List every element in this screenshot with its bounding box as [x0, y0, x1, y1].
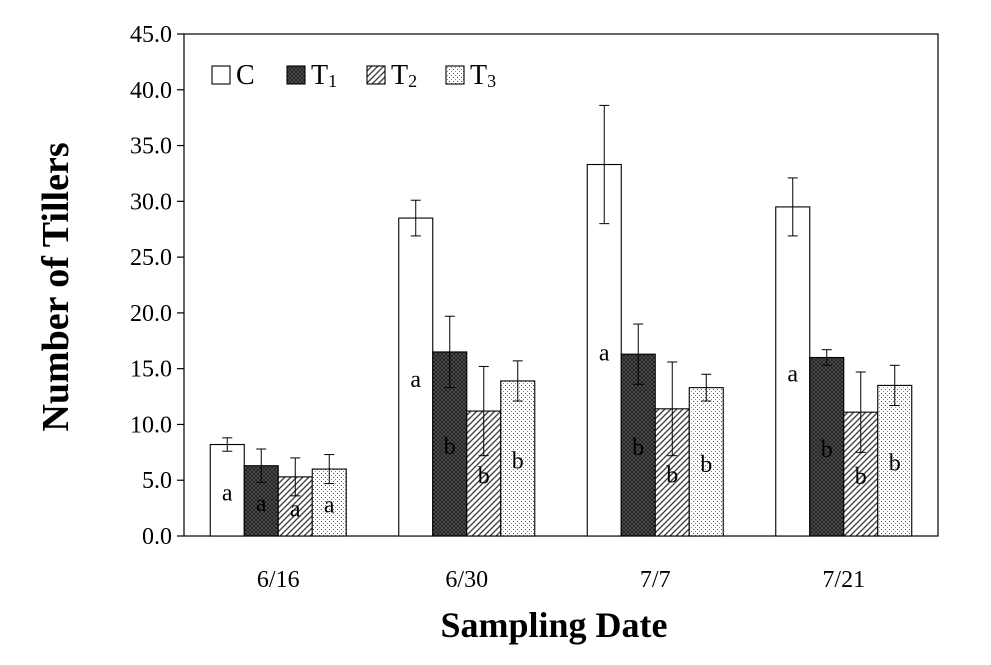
x-tick-label: 7/7: [640, 567, 671, 593]
y-tick-label: 15.0: [130, 357, 172, 383]
significance-label: b: [855, 464, 867, 490]
y-tick-label: 5.0: [142, 468, 172, 494]
legend-label-text: T: [311, 60, 328, 91]
y-axis-title: Number of Tillers: [35, 142, 77, 431]
bar: [398, 217, 434, 537]
y-tick-label: 10.0: [130, 412, 172, 438]
significance-label: b: [632, 435, 644, 461]
significance-label: b: [478, 464, 490, 490]
legend-swatch: [445, 65, 465, 85]
significance-label: b: [700, 452, 712, 478]
legend-label-text: C: [236, 60, 255, 91]
legend-swatch: [366, 65, 386, 85]
significance-label: a: [222, 480, 233, 506]
legend-label: C: [236, 60, 255, 91]
bar: [311, 468, 347, 537]
significance-label: a: [410, 367, 421, 393]
legend-label-subscript: 2: [408, 71, 417, 91]
bar: [209, 443, 245, 537]
legend: C T1 T2 T3: [211, 60, 496, 91]
legend-label: T2: [391, 60, 417, 91]
legend-swatch: [286, 65, 306, 85]
legend-label: T1: [311, 60, 337, 91]
legend-label-subscript: 1: [328, 71, 337, 91]
significance-label: a: [256, 491, 267, 517]
legend-label-text: T: [470, 60, 487, 91]
legend-swatch: [211, 65, 231, 85]
x-tick-label: 6/16: [257, 567, 300, 593]
y-axis: 0.0 5.0 10.0 15.0 20.0 25.0 30.0 35.0 40.0 45.0: [130, 22, 184, 550]
significance-label: a: [599, 340, 610, 366]
y-tick-label: 0.0: [142, 524, 172, 550]
x-tick-label: 6/30: [445, 567, 488, 593]
legend-label: T3: [470, 60, 496, 91]
significance-label: a: [324, 493, 335, 519]
y-tick-label: 25.0: [130, 245, 172, 271]
significance-label: a: [787, 361, 798, 387]
significance-label: a: [290, 496, 301, 522]
significance-label: b: [444, 434, 456, 460]
legend-label-text: T: [391, 60, 408, 91]
significance-label: b: [666, 462, 678, 488]
significance-label: b: [512, 448, 524, 474]
x-axis-title: Sampling Date: [440, 605, 667, 645]
y-tick-label: 30.0: [130, 189, 172, 215]
significance-label: b: [821, 437, 833, 463]
bar: [877, 384, 913, 537]
bar: [775, 206, 811, 537]
y-tick-label: 35.0: [130, 134, 172, 160]
y-tick-label: 20.0: [130, 301, 172, 327]
x-axis: 6/16 6/30 7/7 7/21: [257, 567, 865, 593]
y-tick-label: 40.0: [130, 78, 172, 104]
y-tick-label: 45.0: [130, 22, 172, 48]
bar: [688, 387, 724, 537]
legend-label-subscript: 3: [487, 71, 496, 91]
bar: [809, 356, 845, 537]
significance-label: b: [889, 451, 901, 477]
x-tick-label: 7/21: [822, 567, 865, 593]
